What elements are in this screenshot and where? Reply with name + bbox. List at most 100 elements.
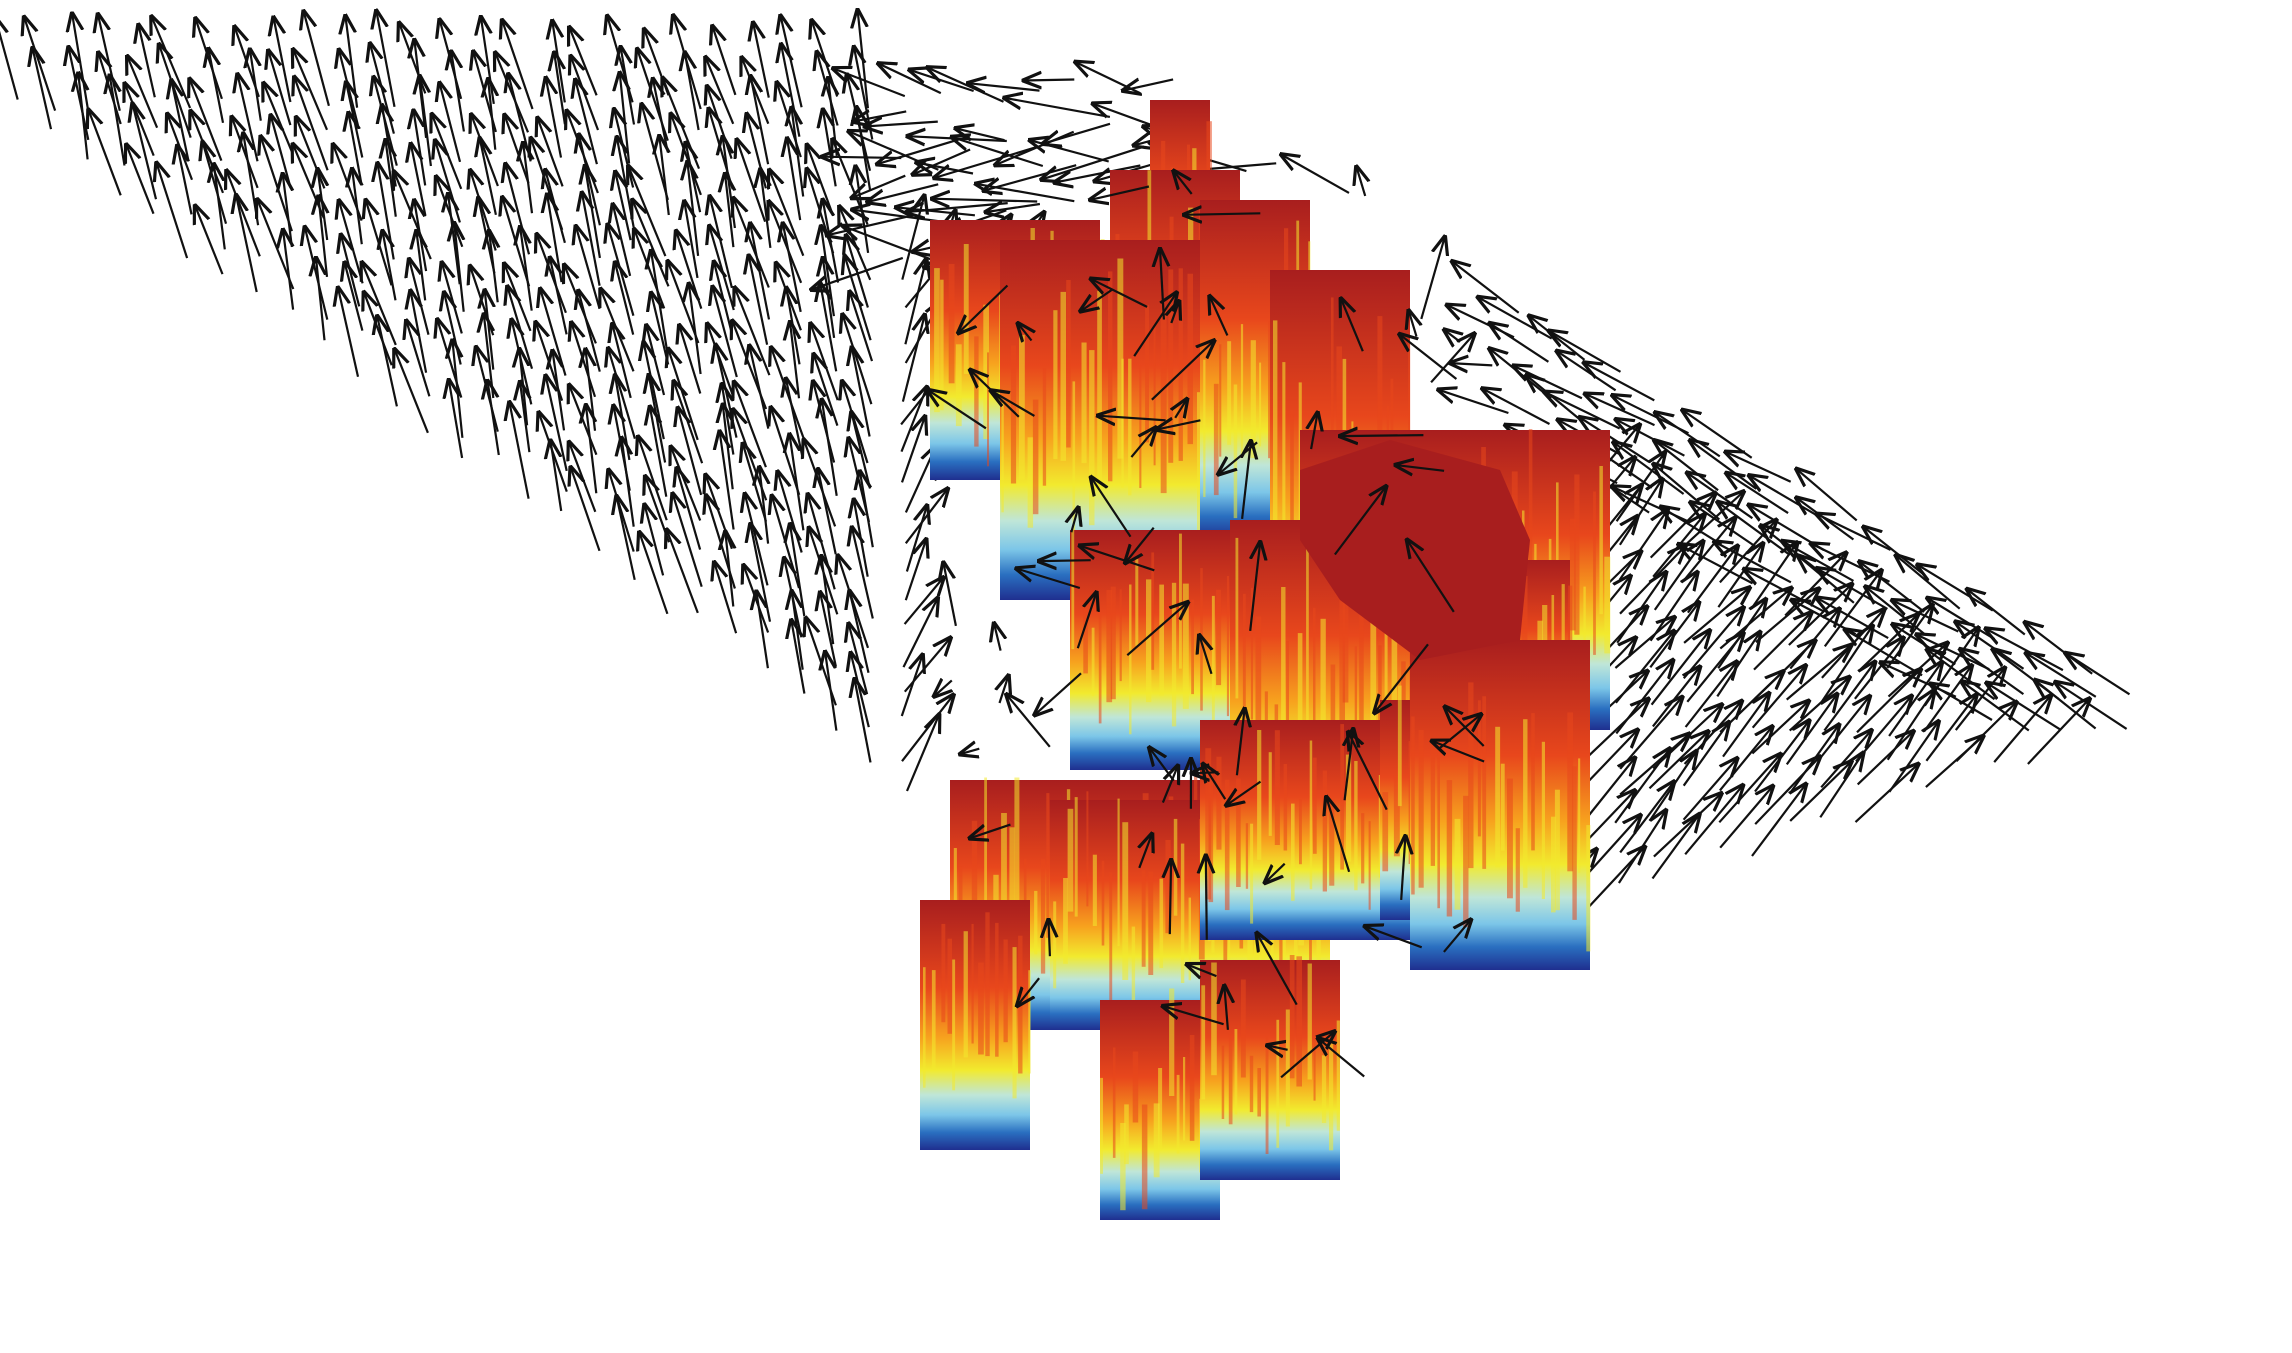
vector-arrow [1250,542,1260,632]
surface-streak [1418,729,1424,888]
vector-arrow [1049,920,1050,957]
surface-streak [1291,803,1295,901]
surface-streak [1361,813,1365,884]
vector-arrow [1652,705,1722,770]
surface-streak [1131,926,1136,1016]
vector-arrow [586,405,598,494]
vector-arrow [1450,363,1493,365]
vector-arrow [488,381,500,456]
surface-streak [1561,584,1565,695]
surface-streak [985,912,990,1057]
vector-arrow [2035,680,2097,730]
vector-arrow [1206,856,1207,940]
surface-streak [1250,587,1253,720]
vector-arrow [639,532,669,615]
vector-arrow [1682,758,1738,821]
vector-arrow [1714,542,1792,584]
vector-arrow [139,25,156,98]
vector-arrow [451,52,465,132]
vector-arrow [1649,572,1698,642]
vector-arrow [1035,672,1082,715]
vector-arrow [769,170,805,257]
vector-arrow [1334,486,1386,556]
surface-streak [1336,1020,1340,1131]
surface-streak [1183,1057,1186,1141]
surface-streak [1171,582,1177,727]
vector-arrow [1133,293,1177,357]
vector-arrow [177,146,193,215]
vector-arrow [791,620,806,694]
vector-arrow [663,78,701,170]
vector-arrow [1888,721,1938,793]
vector-arrow [1648,731,1709,790]
surface-streak [1282,362,1286,566]
vector-arrow [1438,390,1509,415]
vector-arrow [1617,810,1666,884]
vector-arrow [1687,473,1754,520]
vector-arrow [737,140,767,223]
vector-arrow [1859,562,1925,613]
vector-arrow [395,349,429,434]
vector-arrow [1265,862,1286,883]
vector-arrow [679,325,702,394]
vector-arrow [508,74,532,162]
vector-arrow [932,199,1038,202]
surface-streak [1120,1123,1126,1211]
surface-streak [1313,1036,1316,1101]
vector-arrow [1986,629,2064,672]
vector-arrow [1854,764,1919,823]
surface-streak [1482,696,1487,869]
vector-arrow [970,370,1020,418]
surface-streak [1121,358,1124,488]
surface-streak [940,279,944,411]
surface-streak [1012,947,1017,1099]
surface-streak [1086,791,1089,907]
surface-column [1200,960,1340,1180]
vector-arrow [1789,609,1839,670]
surface-streak [1370,601,1377,741]
vector-arrow [1823,662,1875,732]
surface-streak [978,962,984,1055]
vector-arrow [1616,572,1666,644]
surface-streak [1211,962,1217,1076]
surface-streak [1330,664,1336,764]
surface-streak [1072,381,1076,547]
surface-streak [1354,646,1357,772]
surface-streak [1283,764,1288,851]
vector-arrow [1754,721,1809,793]
surface-streak [1067,808,1074,912]
vector-arrow [1816,514,1891,551]
vector-arrow [1018,323,1032,340]
surface-streak [1128,358,1132,496]
surface-streak [1285,1009,1290,1127]
surface-streak [1083,608,1088,674]
vector-arrow [1080,288,1114,311]
vector-arrow [1544,392,1621,430]
vector-arrow [1580,815,1641,882]
vector-arrow [673,494,703,588]
surface-streak [1168,269,1174,463]
surface-streak [1151,552,1155,670]
surface-streak [1320,618,1326,770]
surface-streak [1250,823,1254,924]
vector-arrow [126,145,155,215]
vector-arrow [152,17,192,109]
vector-arrow [1650,630,1710,706]
vector-arrow [1445,707,1485,747]
surface-streak [1593,491,1596,655]
surface-streak [1340,724,1344,870]
vector-arrow [1432,741,1485,763]
vector-arrow [1365,926,1423,949]
vector-arrow [615,262,635,335]
surface-streak [1141,1104,1148,1210]
vector-arrow [406,321,431,397]
vector-arrow [934,680,952,696]
vector-arrow [786,379,804,458]
vector-arrow [1482,389,1551,425]
vector-arrow [1430,334,1474,384]
vector-arrow [283,230,293,310]
vector-arrow [1955,622,2025,670]
surface-streak [1477,700,1481,837]
vector-arrow [386,140,396,217]
vector-arrow [227,171,261,257]
